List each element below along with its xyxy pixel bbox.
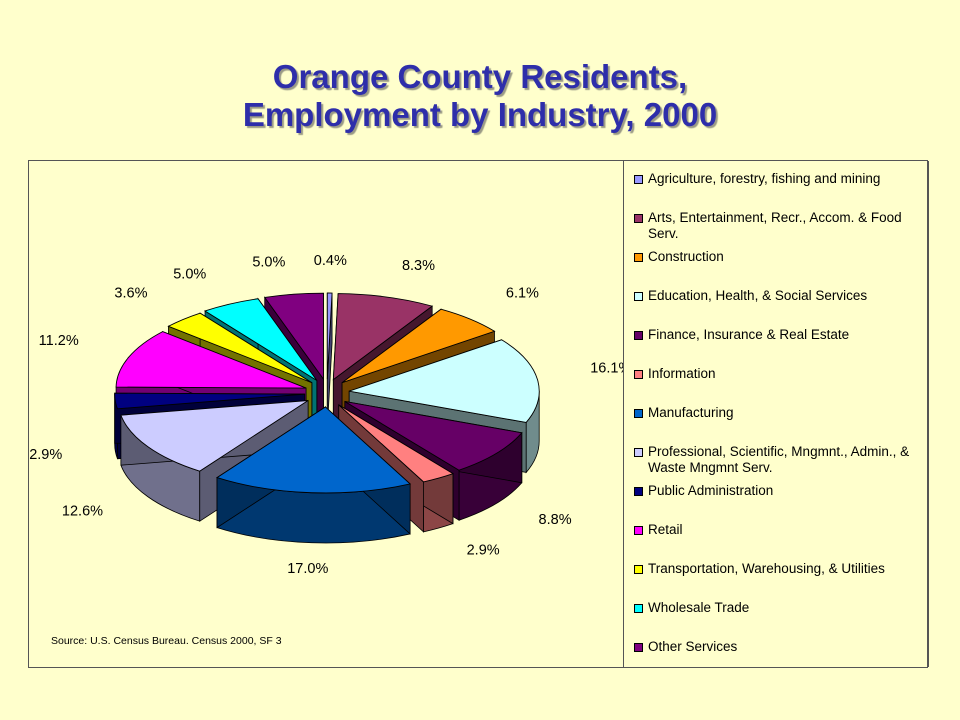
legend-item: Transportation, Warehousing, & Utilities [634, 561, 933, 577]
pie-slice [203, 298, 318, 381]
legend-label: Finance, Insurance & Real Estate [648, 327, 850, 342]
pie-slice [115, 331, 307, 389]
legend-item: Professional, Scientific, Mngmnt., Admin… [634, 444, 933, 476]
legend-swatch [634, 604, 643, 613]
pie-slice [344, 401, 523, 471]
pie-slice [349, 339, 540, 423]
legend-swatch [634, 331, 643, 340]
pie-top-layer [114, 292, 540, 494]
legend-swatch [634, 253, 643, 262]
pie-value-label: 2.9% [467, 543, 500, 559]
legend-item: Construction [634, 249, 933, 265]
pie-value-label: 11.2% [39, 333, 79, 349]
legend-label: Public Administration [648, 483, 774, 498]
legend-swatch [634, 565, 643, 574]
legend-label: Wholesale Trade [648, 600, 750, 615]
legend-label: Professional, Scientific, Mngmnt., Admin… [648, 444, 910, 475]
pie-value-label: 17.0% [287, 561, 328, 577]
pie-value-label: 12.6% [62, 504, 103, 520]
legend-label: Transportation, Warehousing, & Utilities [648, 561, 885, 576]
pie-value-label: 5.0% [173, 266, 206, 282]
legend-label: Other Services [648, 639, 738, 654]
pie-labels: 0.4% 8.3% 6.1% 16.1% 8.8% 2.9% 17.0% 12.6% 2.9% 1… [29, 253, 623, 577]
pie-slice [215, 406, 412, 494]
legend-swatch [634, 448, 643, 457]
pie-slice [120, 400, 309, 472]
legend-swatch [634, 175, 643, 184]
pie-value-label: 3.6% [114, 286, 147, 302]
pie-slice [341, 308, 496, 384]
legend-item: Education, Health, & Social Services [634, 288, 933, 304]
legend-label: Arts, Entertainment, Recr., Accom. & Foo… [648, 210, 902, 241]
legend-swatch [634, 487, 643, 496]
legend-label: Education, Health, & Social Services [648, 288, 868, 303]
pie-slice [326, 292, 333, 380]
legend-swatch [634, 292, 643, 301]
pie-slice [332, 293, 434, 381]
legend-item: Arts, Entertainment, Recr., Accom. & Foo… [634, 210, 933, 242]
legend-swatch [634, 409, 643, 418]
legend-item: Wholesale Trade [634, 600, 933, 616]
legend-label: Construction [648, 249, 724, 264]
pie-slice [263, 292, 324, 381]
chart-title-line-1: Orange County Residents, [272, 58, 688, 95]
pie-value-label: 6.1% [506, 285, 539, 301]
legend-item: Information [634, 366, 933, 382]
legend-swatch [634, 370, 643, 379]
legend-item: Manufacturing [634, 405, 933, 421]
legend-label: Retail [648, 522, 683, 537]
legend-item: Other Services [634, 639, 933, 655]
legend-item: Retail [634, 522, 933, 538]
pie-value-label: 0.4% [314, 253, 347, 269]
legend-item: Public Administration [634, 483, 933, 499]
legend-item: Finance, Insurance & Real Estate [634, 327, 933, 343]
source-note: Source: U.S. Census Bureau. Census 2000,… [51, 635, 282, 647]
pie-slice [114, 392, 305, 410]
pie-slice [338, 404, 455, 483]
legend-label: Information [648, 366, 716, 381]
pie-value-label: 5.0% [252, 254, 285, 270]
legend-label: Agriculture, forestry, fishing and minin… [648, 171, 881, 186]
chart-title: Orange County Residents, Employment by I… [0, 58, 960, 134]
legend-swatch [634, 214, 643, 223]
chart-area: 0.4% 8.3% 6.1% 16.1% 8.8% 2.9% 17.0% 12.6% 2.9% 1… [28, 160, 929, 668]
pie-value-label: 8.8% [539, 512, 572, 528]
pie-slice [167, 312, 313, 384]
pie-chart: 0.4% 8.3% 6.1% 16.1% 8.8% 2.9% 17.0% 12.6% 2.9% 1… [29, 253, 623, 577]
chart-title-line-2: Employment by Industry, 2000 [242, 96, 718, 133]
legend: Agriculture, forestry, fishing and minin… [623, 161, 929, 667]
pie-value-label: 16.1% [590, 360, 623, 376]
pie-value-label: 8.3% [402, 258, 435, 274]
legend-swatch [634, 526, 643, 535]
legend-label: Manufacturing [648, 405, 734, 420]
legend-item: Agriculture, forestry, fishing and minin… [634, 171, 933, 187]
pie-value-label: 2.9% [29, 447, 62, 463]
legend-swatch [634, 643, 643, 652]
